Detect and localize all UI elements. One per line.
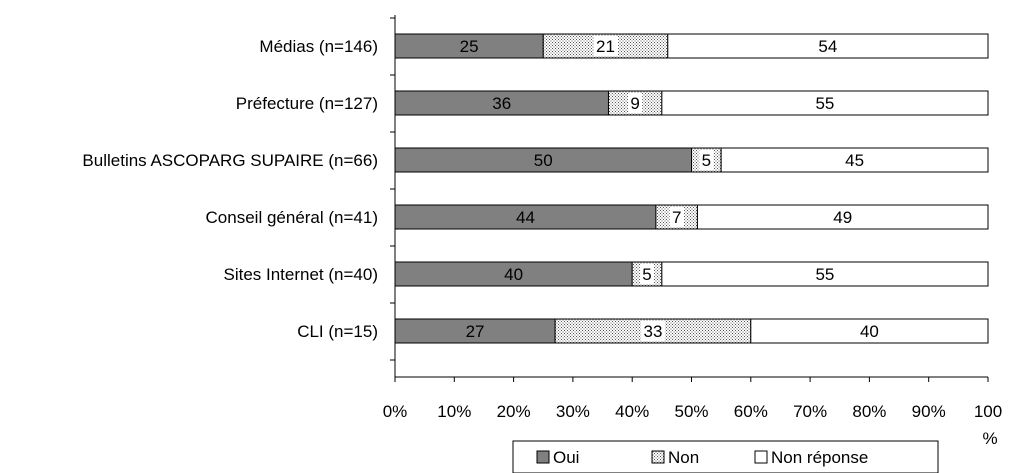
bar-value-label: 9 xyxy=(630,94,639,113)
bar-value-label: 40 xyxy=(860,322,879,341)
bar-value-label: 36 xyxy=(492,94,511,113)
bar-oui xyxy=(394,33,544,59)
plot-area: 0% 10% 20% 30% 40% 50% 60% 70% 80% 90% 100% Médias … xyxy=(82,15,1002,448)
bar-oui xyxy=(394,90,609,116)
x-tick-label: 60% xyxy=(734,402,768,421)
category-label: Sites Internet (n=40) xyxy=(223,265,378,284)
legend-box xyxy=(512,440,939,473)
bar-oui xyxy=(394,318,556,344)
bar-value-label: 5 xyxy=(642,265,651,284)
bar-oui xyxy=(394,261,633,287)
bar-value-label: 25 xyxy=(460,37,479,56)
legend-label: Non xyxy=(668,448,699,467)
legend-label: Oui xyxy=(553,448,579,467)
bar-non-réponse xyxy=(696,204,989,230)
bar-value-label: 5 xyxy=(702,151,711,170)
bar-non-réponse xyxy=(750,318,989,344)
bar-non-réponse xyxy=(661,90,989,116)
bar-value-label: 55 xyxy=(815,265,834,284)
category-label: Conseil général (n=41) xyxy=(206,208,378,227)
bar-value-label: 54 xyxy=(818,37,837,56)
bar-value-label: 33 xyxy=(643,322,662,341)
legend-swatch xyxy=(651,450,665,464)
bar-value-label: 27 xyxy=(466,322,485,341)
bar-value-label: 50 xyxy=(534,151,553,170)
bar-value-label: 40 xyxy=(504,265,523,284)
legend-swatch xyxy=(754,450,768,464)
bar-oui xyxy=(394,204,657,230)
bar-value-label: 7 xyxy=(672,208,681,227)
bar-label-background xyxy=(699,150,714,170)
bar-value-label: 55 xyxy=(815,94,834,113)
bar-value-label: 21 xyxy=(596,37,615,56)
x-tick-label: 90% xyxy=(912,402,946,421)
x-tick-label: 70% xyxy=(793,402,827,421)
bar-value-label: 44 xyxy=(516,208,535,227)
x-tick-label: 40% xyxy=(615,402,649,421)
bar-label-background xyxy=(640,264,655,284)
bar-label-background xyxy=(640,321,665,341)
category-label: Préfecture (n=127) xyxy=(236,94,378,113)
bar-non-réponse xyxy=(720,147,989,173)
x-tick-label: 50% xyxy=(674,402,708,421)
x-tick-label: 100 xyxy=(974,402,1002,421)
x-axis-label: % xyxy=(982,429,997,448)
x-tick-label: 10% xyxy=(437,402,471,421)
bar-label-background xyxy=(628,93,643,113)
x-tick-label: 20% xyxy=(497,402,531,421)
category-label: Bulletins ASCOPARG SUPAIRE (n=66) xyxy=(82,151,378,170)
category-label: CLI (n=15) xyxy=(297,322,378,341)
x-tick-label: 0% xyxy=(383,402,408,421)
bar-oui xyxy=(394,147,692,173)
category-label: Médias (n=146) xyxy=(259,37,378,56)
legend: Oui Non Non réponse xyxy=(512,440,939,473)
x-tick-label: 30% xyxy=(556,402,590,421)
bar-non-réponse xyxy=(667,33,989,59)
legend-label: Non réponse xyxy=(771,448,868,467)
legend-swatch xyxy=(536,450,550,464)
bar-value-label: 49 xyxy=(833,208,852,227)
bar-value-label: 45 xyxy=(845,151,864,170)
x-tick-label: 80% xyxy=(852,402,886,421)
bar-label-background xyxy=(669,207,684,227)
bar-label-background xyxy=(593,36,618,56)
bar-non-réponse xyxy=(661,261,989,287)
